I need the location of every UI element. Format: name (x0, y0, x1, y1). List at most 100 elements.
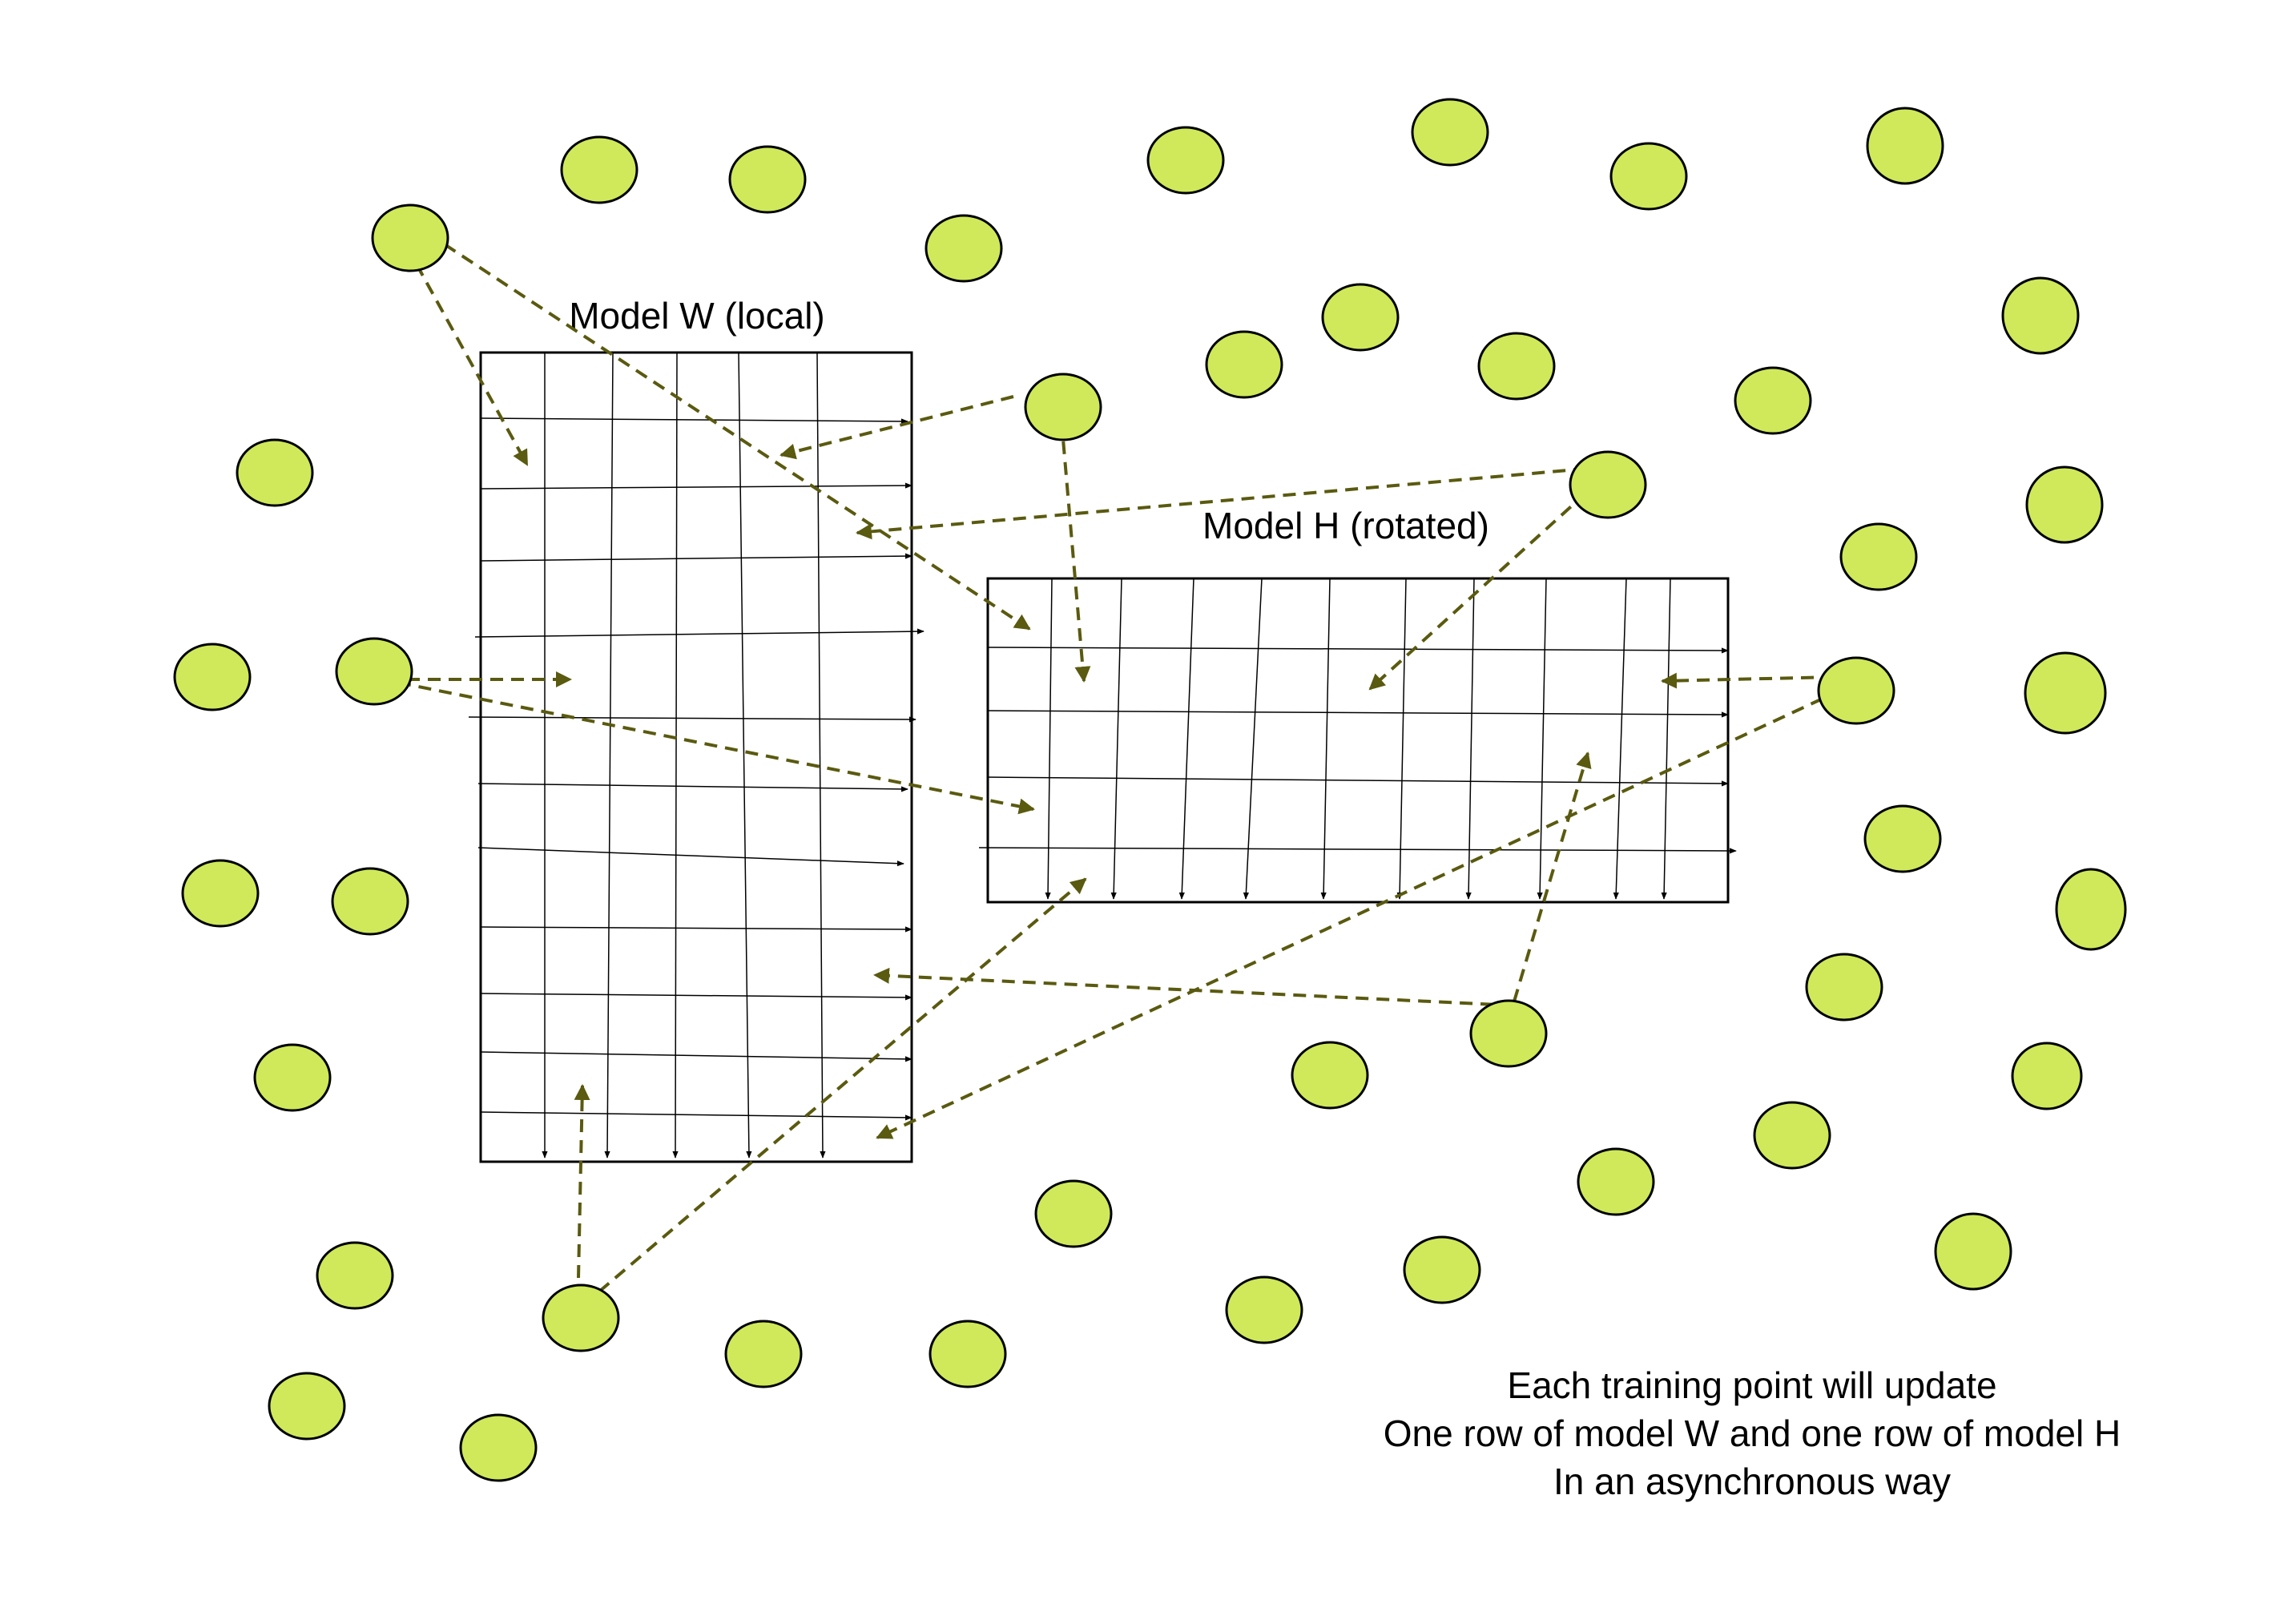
training-point (1934, 1212, 2012, 1291)
model-w-column-line (738, 352, 752, 1159)
model-h-row-line (987, 710, 1729, 718)
training-point (1411, 98, 1489, 167)
model-h-row-lines (978, 647, 1737, 854)
model-w-column-line (604, 352, 614, 1159)
training-point (181, 859, 260, 928)
training-point (236, 438, 314, 507)
training-point (2011, 1042, 2083, 1110)
training-point (371, 204, 449, 272)
update-arrow (1661, 672, 1835, 689)
update-arrow (873, 967, 1515, 1007)
update-arrow (415, 264, 529, 466)
caption-line-3: In an asynchronous way (1553, 1461, 1951, 1502)
model-h-column-line (1396, 578, 1407, 900)
training-point (2001, 276, 2080, 355)
model-w-row-line (474, 628, 924, 638)
training-point (1817, 656, 1895, 725)
update-arrow (443, 243, 1031, 631)
training-point (1863, 804, 1942, 873)
training-point (1577, 1147, 1655, 1216)
training-point (1024, 373, 1102, 441)
caption-line-2: One row of model W and one row of model … (1384, 1412, 2121, 1454)
model-h-row-line (987, 776, 1729, 787)
training-point (2025, 465, 2104, 544)
model-w-row-line (480, 1051, 912, 1062)
model-w-column-line (672, 352, 679, 1159)
training-point (316, 1241, 394, 1310)
update-arrow (1513, 752, 1592, 1002)
model-h-row-line (978, 847, 1737, 854)
model-h-column-line (1178, 578, 1194, 900)
model-w-row-line (477, 847, 904, 867)
training-point (924, 214, 1003, 283)
training-point (1609, 142, 1688, 211)
model-h-column-line (1243, 578, 1263, 900)
model-w-row-lines (468, 417, 924, 1121)
caption: Each training point will update One row … (1384, 1364, 2121, 1502)
caption-line-1: Each training point will update (1507, 1364, 1996, 1406)
model-h-box (986, 577, 1730, 904)
training-point (1034, 1179, 1113, 1248)
model-w-box (479, 351, 913, 1163)
model-w-row-line (480, 1111, 912, 1121)
update-arrows (386, 243, 1835, 1293)
training-point (728, 145, 807, 214)
training-point (1321, 283, 1400, 352)
training-point (1734, 366, 1812, 435)
training-point (1291, 1041, 1369, 1110)
training-points (173, 98, 2127, 1482)
model-w-row-line (480, 926, 912, 933)
training-point (1477, 332, 1556, 401)
training-point (1469, 999, 1548, 1068)
training-point (1866, 107, 1944, 185)
update-arrow (598, 877, 1087, 1293)
training-point (335, 637, 413, 706)
model-w-row-line (480, 417, 908, 425)
training-point (1403, 1235, 1481, 1304)
model-h-column-line (1110, 578, 1122, 900)
training-point (173, 643, 252, 711)
training-point (724, 1320, 803, 1388)
model-w-row-line (480, 482, 912, 490)
model-w-column-lines (542, 352, 826, 1159)
update-arrow (779, 395, 1014, 460)
training-point (1753, 1101, 1831, 1170)
training-point (1205, 330, 1283, 399)
model-w-row-line (477, 783, 908, 792)
training-point (2024, 651, 2107, 735)
training-point (1146, 126, 1225, 195)
training-point (1569, 450, 1647, 519)
training-point (459, 1413, 538, 1482)
model-h-column-lines (1045, 578, 1671, 900)
model-h-column-line (1465, 578, 1475, 900)
model-h-matrix: Model H (rotated) (978, 505, 1737, 904)
training-point (1805, 953, 1883, 1022)
training-point (268, 1372, 346, 1441)
training-point (1839, 522, 1918, 591)
update-arrow (574, 1084, 590, 1279)
model-h-column-line (1537, 578, 1547, 900)
model-h-column-line (1661, 578, 1671, 900)
model-w-row-line (480, 553, 912, 562)
model-h-column-line (1045, 578, 1053, 900)
update-arrow (1368, 491, 1588, 691)
model-h-row-line (987, 647, 1729, 654)
model-w-row-line (480, 993, 912, 1001)
training-point (542, 1283, 620, 1352)
training-point (253, 1043, 332, 1112)
update-arrow (856, 467, 1587, 540)
training-point (331, 867, 409, 936)
model-h-title: Model H (rotated) (1202, 505, 1489, 546)
training-point (560, 135, 638, 204)
model-w-column-line (816, 352, 826, 1159)
training-point (929, 1320, 1007, 1388)
update-arrow (397, 681, 1035, 815)
training-point (2055, 868, 2127, 951)
model-h-column-line (1320, 578, 1331, 900)
training-point (1225, 1275, 1303, 1344)
model-h-column-line (1613, 578, 1627, 900)
model-w-matrix: Model W (local) (468, 295, 924, 1163)
update-arrow (876, 697, 1823, 1139)
model-w-title: Model W (local) (569, 295, 825, 336)
